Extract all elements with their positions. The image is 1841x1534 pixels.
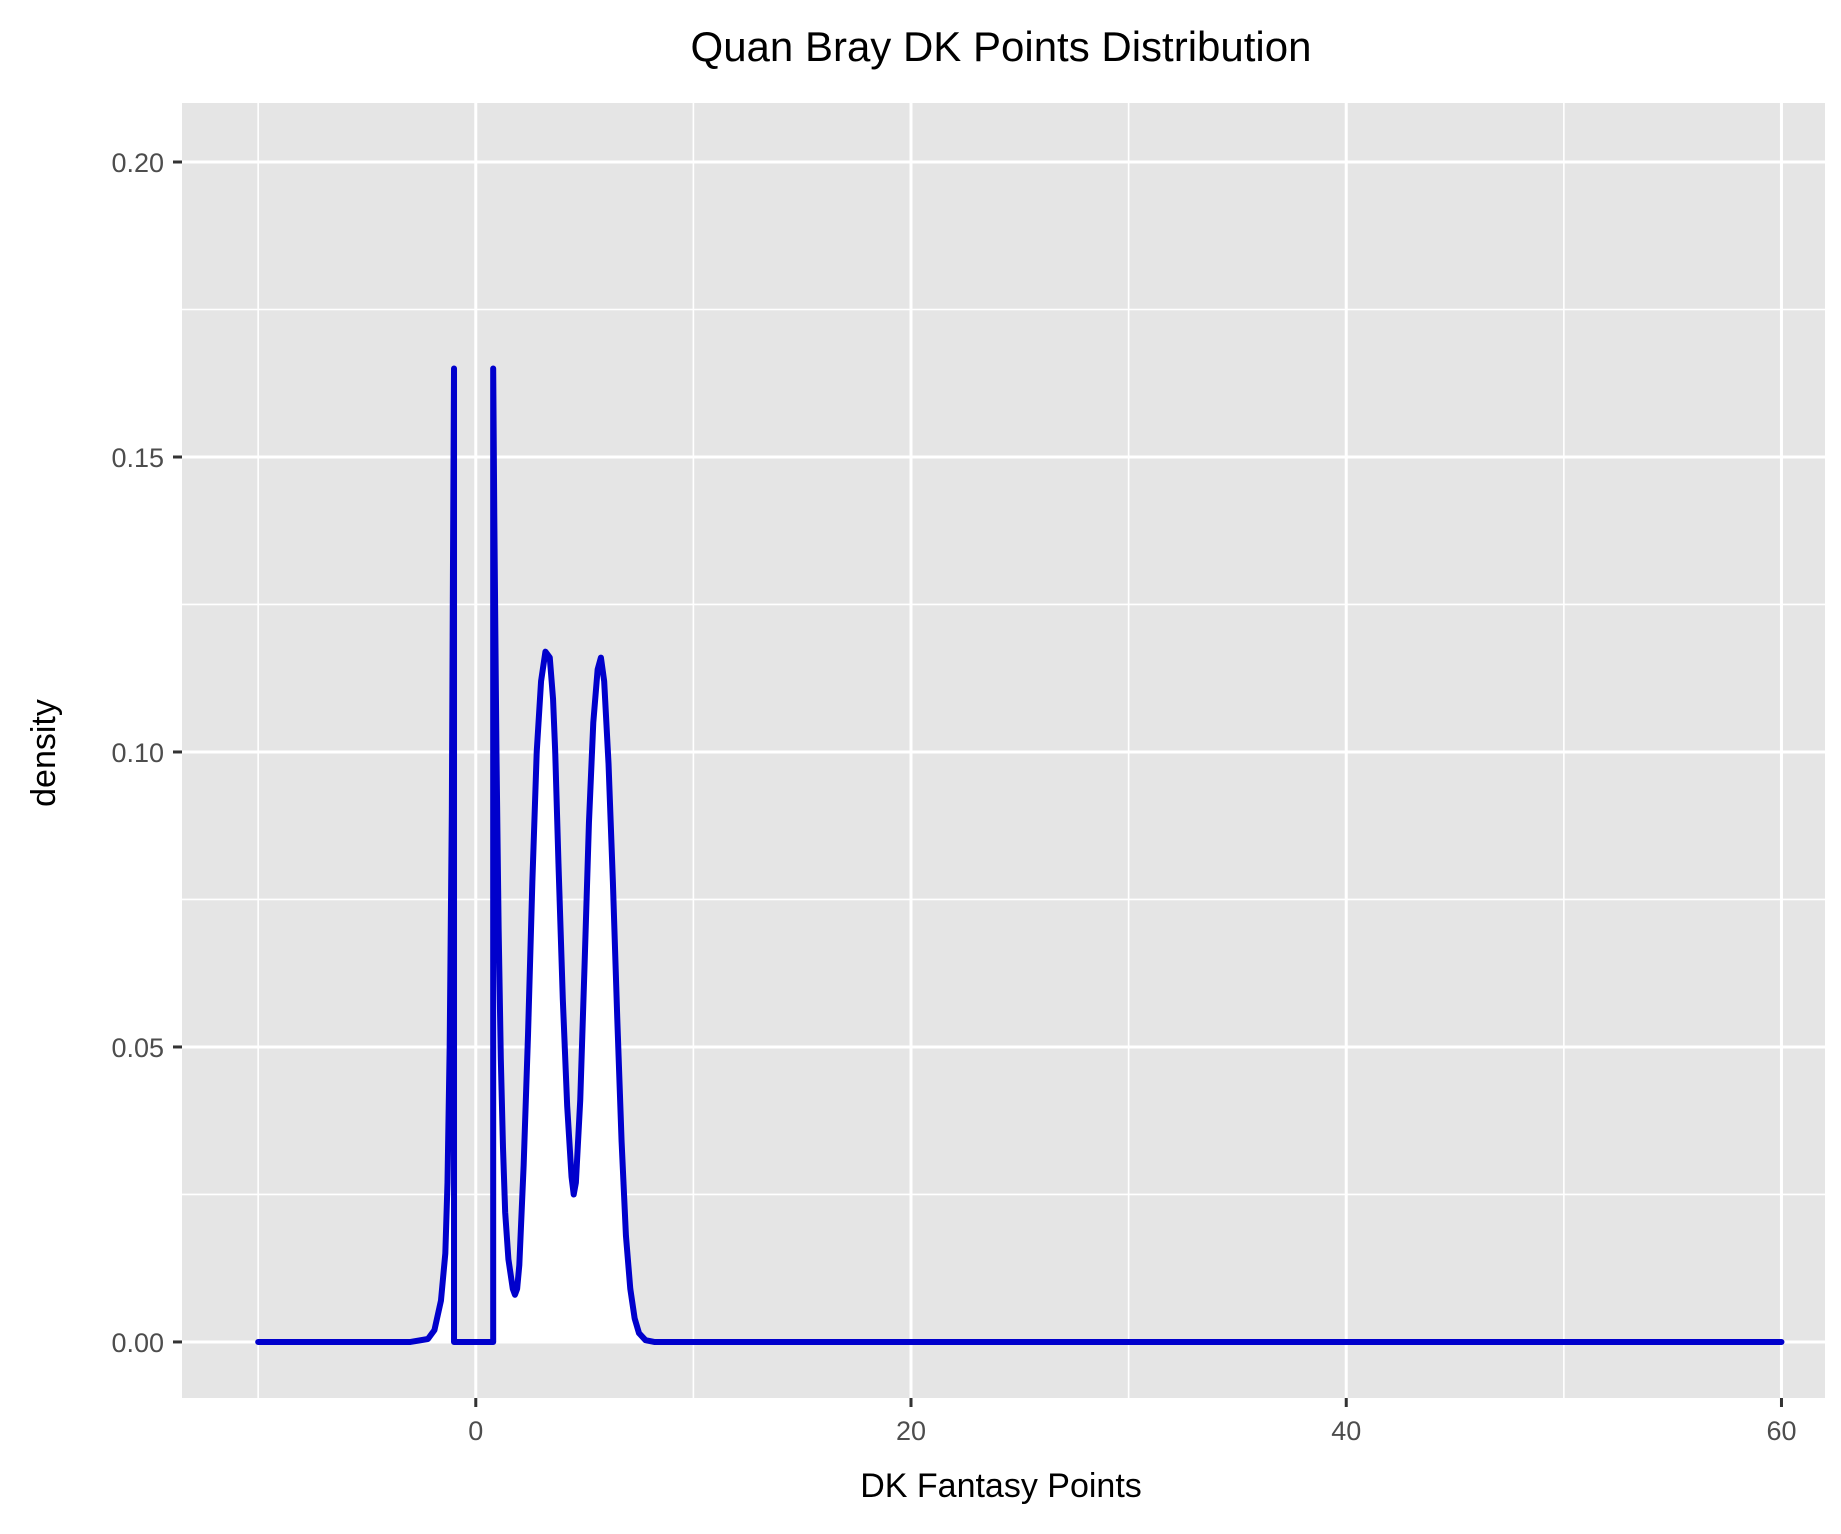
y-axis-title: density	[25, 699, 63, 807]
data-layer	[255, 365, 1785, 1345]
y-tick-label: 0.15	[111, 443, 164, 473]
chart-title: Quan Bray DK Points Distribution	[691, 23, 1312, 70]
x-tick-label: 20	[896, 1416, 926, 1446]
y-tick-label: 0.05	[111, 1033, 164, 1063]
y-tick-label: 0.10	[111, 738, 164, 768]
x-axis-title: DK Fantasy Points	[860, 1467, 1142, 1505]
y-tick-label: 0.00	[111, 1328, 164, 1358]
y-tick-label: 0.20	[111, 148, 164, 178]
x-tick-label: 0	[468, 1416, 483, 1446]
x-tick-label: 40	[1331, 1416, 1361, 1446]
density-line	[255, 365, 1785, 1345]
axes: 0 20 40 60 0.00 0.05 0.10 0.15 0.20	[111, 148, 1796, 1446]
x-tick-label: 60	[1766, 1416, 1796, 1446]
